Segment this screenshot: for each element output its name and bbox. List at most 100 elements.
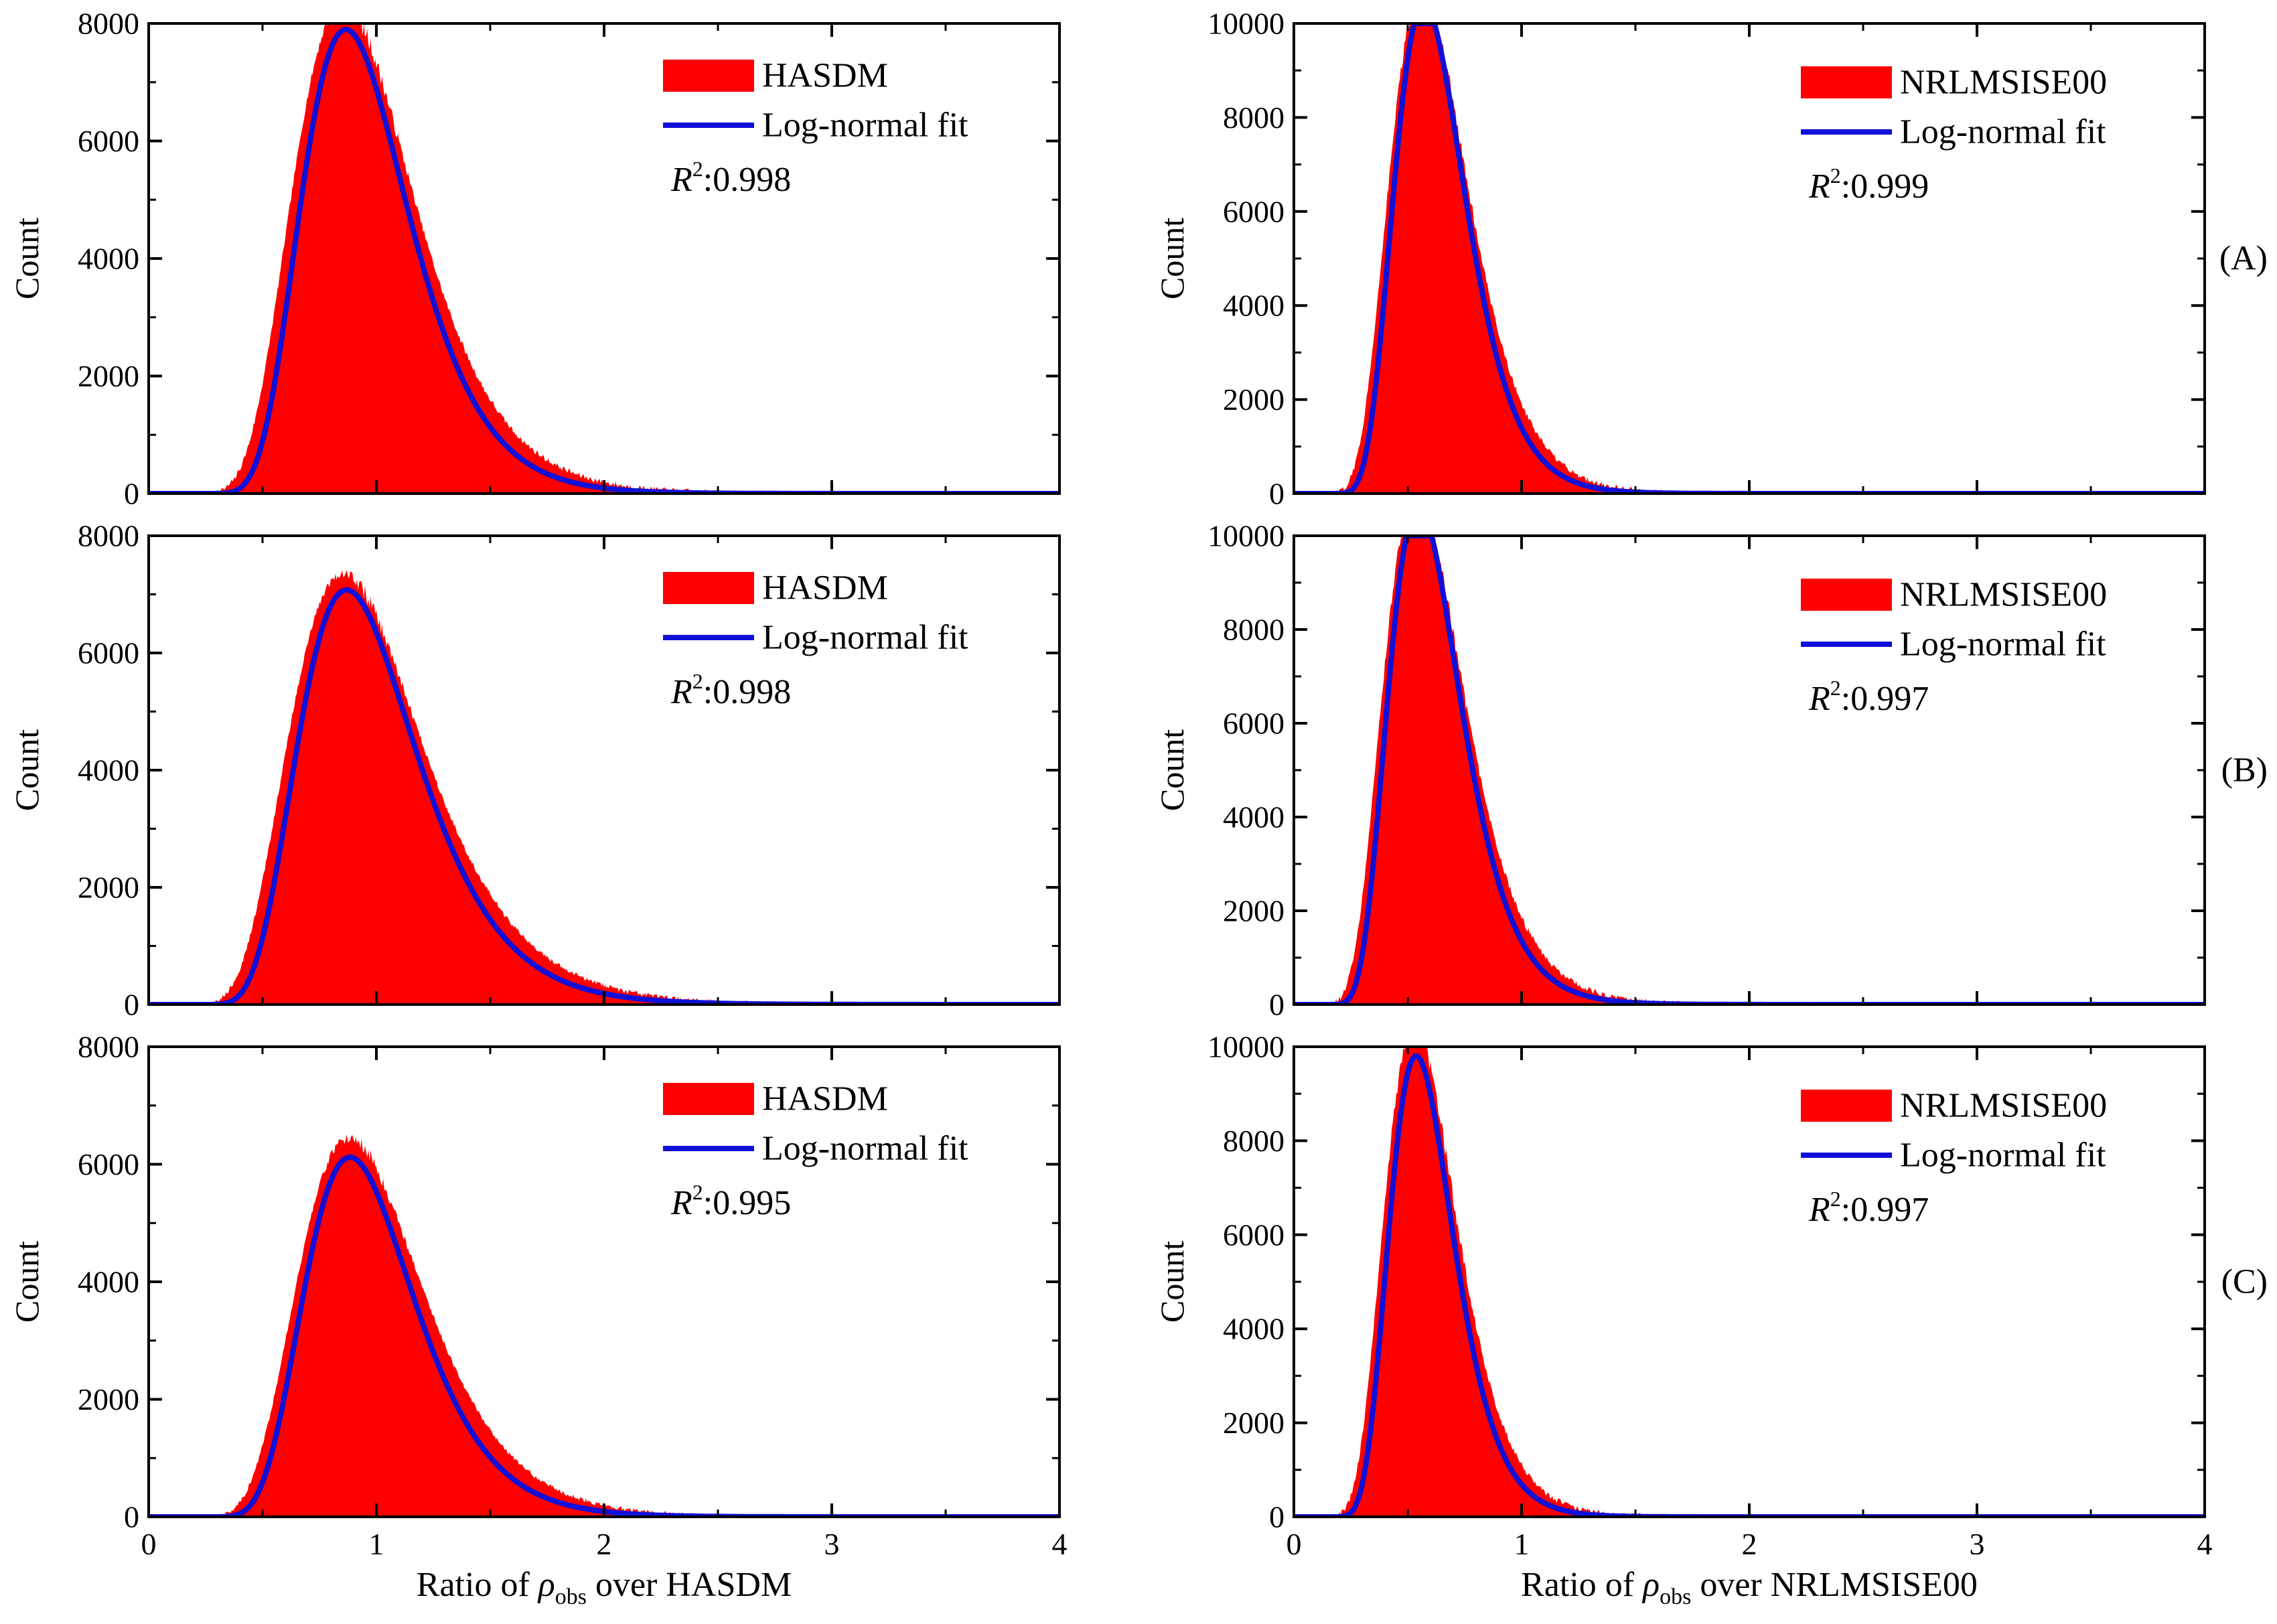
- chart-c-nrlmsise00-xtick-label: 2: [1742, 1527, 1757, 1561]
- chart-b-hasdm-ytick-label: 2000: [78, 871, 139, 905]
- r2-value: :0.995: [703, 1184, 791, 1222]
- xlabel-rho: ρ: [537, 1566, 555, 1604]
- xlabel-prefix: Ratio of: [1521, 1566, 1643, 1604]
- chart-c-hasdm: 0 2000 4000 6000 8000 0 1 2 3 4 Count HASDM Log-norm…: [8, 1030, 1068, 1610]
- chart-b-nrlmsise00-ytick-label: 8000: [1223, 613, 1284, 647]
- chart-c-nrlmsise00-fit-line: [1294, 1053, 2205, 1517]
- xlabel-rho: ρ: [1641, 1566, 1660, 1604]
- chart-c-nrlmsise00: 0 2000 4000 6000 8000 10000 0 1 2 3 4 Count NRLMSISE…: [1153, 1030, 2213, 1610]
- chart-c-nrlmsise00-ytick-label: 8000: [1223, 1124, 1284, 1158]
- chart-b-nrlmsise00: 0 2000 4000 6000 8000 10000 Count NRLMSISE00 Log…: [1153, 519, 2206, 1022]
- r2-value: :0.998: [703, 161, 791, 199]
- xlabel-mid: over: [1691, 1566, 1770, 1604]
- chart-a-nrlmsise00-fit-line: [1294, 23, 2205, 494]
- chart-c-hasdm-ytick-label: 6000: [78, 1147, 139, 1181]
- chart-b-hasdm-ylabel: Count: [8, 729, 46, 811]
- chart-a-hasdm-ytick-label: 6000: [78, 124, 139, 158]
- chart-c-nrlmsise00-xtick-label: 1: [1514, 1527, 1530, 1561]
- panel-label-c: (C): [2221, 1263, 2268, 1301]
- chart-b-hasdm-legend-fit-label: Log-normal fit: [762, 619, 968, 657]
- chart-c-nrlmsise00-histogram: [1294, 1047, 2205, 1517]
- chart-c-nrlmsise00-ytick-label: 2000: [1223, 1406, 1284, 1440]
- r2-value: :0.997: [1841, 1191, 1929, 1229]
- chart-c-nrlmsise00-legend-fit-label: Log-normal fit: [1900, 1136, 2106, 1175]
- r2-superscript: 2: [1830, 1187, 1841, 1211]
- chart-c-nrlmsise00-r2-annotation: R2:0.997: [1808, 1187, 1929, 1229]
- chart-c-hasdm-xlabel: Ratio of ρobs over HASDM: [417, 1566, 792, 1609]
- chart-a-nrlmsise00-ytick-label: 4000: [1223, 289, 1284, 323]
- chart-a-hasdm-ytick-label: 8000: [78, 7, 139, 41]
- chart-c-hasdm-legend-fit-label: Log-normal fit: [762, 1130, 968, 1168]
- chart-c-hasdm-xtick-label: 1: [369, 1527, 384, 1561]
- chart-b-nrlmsise00-histogram: [1294, 536, 2205, 1005]
- chart-c-nrlmsise00-xtick-label: 3: [1970, 1527, 1985, 1561]
- chart-c-hasdm-xtick-label: 2: [597, 1527, 612, 1561]
- r2-value: :0.998: [703, 673, 791, 711]
- r2-symbol: R: [1808, 1191, 1830, 1229]
- chart-a-hasdm-legend-fit-label: Log-normal fit: [762, 106, 968, 145]
- panel-label-b: (B): [2221, 751, 2268, 790]
- chart-b-hasdm-ytick-label: 8000: [78, 519, 139, 553]
- r2-value: :0.997: [1841, 680, 1929, 718]
- chart-a-nrlmsise00-ytick-label: 10000: [1207, 7, 1284, 41]
- chart-b-hasdm-ytick-label: 6000: [78, 636, 139, 670]
- chart-a-nrlmsise00-ylabel: Count: [1153, 218, 1191, 299]
- r2-value: :0.999: [1841, 167, 1929, 206]
- chart-c-nrlmsise00-xlabel: Ratio of ρobs over NRLMSISE00: [1521, 1566, 1978, 1609]
- chart-b-hasdm-legend-hist-label: HASDM: [762, 569, 888, 607]
- chart-a-nrlmsise00-ytick-label: 2000: [1223, 382, 1284, 417]
- chart-b-hasdm-histogram: [149, 570, 1059, 1005]
- chart-a-hasdm-ytick-label: 4000: [78, 242, 139, 276]
- chart-a-hasdm: 0 2000 4000 6000 8000 Count HASDM Log-normal fi…: [8, 7, 1061, 511]
- chart-c-nrlmsise00-ytick-label: 4000: [1223, 1312, 1284, 1346]
- chart-c-hasdm-ytick-label: 2000: [78, 1382, 139, 1416]
- xlabel-prefix: Ratio of: [417, 1566, 538, 1604]
- chart-c-nrlmsise00-ytick-label: 6000: [1223, 1217, 1284, 1252]
- r2-symbol: R: [1808, 167, 1830, 206]
- chart-a-nrlmsise00: 0 2000 4000 6000 8000 10000 Count NRLMSISE00 Log…: [1153, 7, 2206, 511]
- xlabel-sub: obs: [555, 1584, 587, 1609]
- chart-c-hasdm-ytick-label: 4000: [78, 1265, 139, 1299]
- chart-b-nrlmsise00-ytick-label: 10000: [1207, 519, 1284, 553]
- r2-superscript: 2: [692, 157, 703, 181]
- r2-superscript: 2: [1830, 676, 1841, 700]
- chart-a-hasdm-ytick-label: 0: [124, 477, 139, 511]
- chart-a-nrlmsise00-legend-hist-label: NRLMSISE00: [1900, 64, 2107, 102]
- chart-c-hasdm-ytick-label: 0: [124, 1500, 139, 1534]
- chart-a-hasdm-legend-swatch-hist: [663, 60, 754, 92]
- chart-c-hasdm-ylabel: Count: [8, 1241, 46, 1323]
- r2-symbol: R: [1808, 680, 1830, 718]
- r2-symbol: R: [670, 673, 692, 711]
- chart-c-hasdm-xtick-label: 0: [141, 1527, 157, 1561]
- r2-superscript: 2: [1830, 163, 1841, 188]
- chart-b-hasdm-r2-annotation: R2:0.998: [670, 669, 791, 711]
- chart-b-nrlmsise00-ytick-label: 6000: [1223, 707, 1284, 741]
- chart-b-hasdm-legend-swatch-hist: [663, 572, 754, 604]
- chart-b-hasdm: 0 2000 4000 6000 8000 Count HASDM Log-normal fi…: [8, 519, 1061, 1022]
- chart-c-hasdm-legend-swatch-hist: [663, 1083, 754, 1115]
- chart-b-nrlmsise00-ytick-label: 2000: [1223, 894, 1284, 928]
- chart-a-nrlmsise00-r2-annotation: R2:0.999: [1808, 163, 1929, 206]
- chart-c-nrlmsise00-xtick-label: 0: [1287, 1527, 1302, 1561]
- chart-c-hasdm-xtick-label: 4: [1052, 1527, 1068, 1561]
- chart-c-hasdm-ytick-label: 8000: [78, 1030, 139, 1064]
- chart-c-nrlmsise00-ytick-label: 10000: [1207, 1030, 1284, 1064]
- chart-c-nrlmsise00-legend-hist-label: NRLMSISE00: [1900, 1087, 2107, 1125]
- chart-b-nrlmsise00-r2-annotation: R2:0.997: [1808, 676, 1929, 718]
- chart-c-nrlmsise00-ylabel: Count: [1153, 1241, 1191, 1323]
- chart-c-hasdm-legend-hist-label: HASDM: [762, 1080, 888, 1118]
- xlabel-model: HASDM: [666, 1566, 792, 1604]
- chart-a-nrlmsise00-legend-fit-label: Log-normal fit: [1900, 113, 2106, 151]
- xlabel-sub: obs: [1660, 1584, 1691, 1609]
- chart-b-nrlmsise00-ylabel: Count: [1153, 729, 1191, 811]
- chart-b-nrlmsise00-legend-hist-label: NRLMSISE00: [1900, 576, 2107, 614]
- chart-c-nrlmsise00-legend-swatch-hist: [1801, 1090, 1892, 1122]
- chart-c-hasdm-xtick-label: 3: [824, 1527, 840, 1561]
- chart-a-nrlmsise00-ytick-label: 6000: [1223, 194, 1284, 228]
- chart-b-hasdm-ytick-label: 0: [124, 988, 139, 1022]
- xlabel-mid: over: [587, 1566, 666, 1604]
- chart-a-hasdm-r2-annotation: R2:0.998: [670, 157, 791, 199]
- chart-b-nrlmsise00-ytick-label: 0: [1269, 988, 1284, 1022]
- chart-a-hasdm-legend-hist-label: HASDM: [762, 57, 888, 95]
